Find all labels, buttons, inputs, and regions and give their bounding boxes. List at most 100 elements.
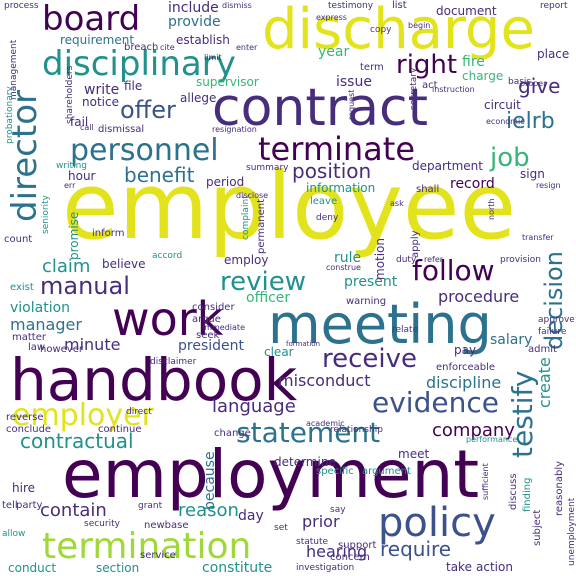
cloud-word-continue: continue [98, 424, 141, 435]
cloud-word-reason: reason [178, 500, 239, 521]
cloud-word-relationship: relationship [330, 425, 383, 435]
cloud-word-leave: leave [310, 196, 337, 207]
cloud-word-allow: allow [2, 529, 25, 539]
cloud-word-supervisor: supervisor [196, 75, 259, 89]
cloud-word-position: position [292, 159, 371, 183]
cloud-word-construe: construe [326, 263, 361, 272]
cloud-word-circuit: circuit [484, 98, 521, 112]
cloud-word-action: action [476, 560, 513, 574]
cloud-word-proper: proper [520, 79, 547, 88]
cloud-word-offer: offer [120, 96, 176, 124]
cloud-word-tell: tell [2, 500, 18, 511]
cloud-word-dismissal: dismissal [98, 124, 144, 135]
cloud-word-charge: charge [462, 69, 503, 83]
cloud-word-limit: limit [204, 53, 222, 62]
cloud-word-argument: argument [362, 466, 411, 477]
cloud-word-policy: policy [378, 500, 496, 546]
cloud-word-record: record [450, 176, 495, 192]
cloud-word-meeting: meeting [268, 293, 492, 356]
cloud-word-work: work [112, 292, 224, 346]
cloud-word-direct: direct [126, 407, 152, 417]
cloud-word-fire: fire [462, 54, 485, 70]
cloud-word-provision: provision [500, 255, 541, 265]
cloud-word-complaint: complaint [241, 195, 251, 240]
cloud-word-seek: seek [196, 330, 220, 341]
cloud-word-section: section [96, 561, 139, 575]
cloud-word-information: information [306, 181, 375, 195]
cloud-word-relate: relate [392, 325, 419, 335]
cloud-word-manual: manual [40, 272, 130, 300]
cloud-word-ask: ask [390, 199, 404, 208]
cloud-word-take: take [446, 560, 472, 574]
cloud-word-economic: economic [486, 117, 525, 126]
cloud-word-board: board [42, 0, 140, 39]
cloud-word-provide: provide [168, 14, 221, 30]
cloud-word-review: review [220, 267, 306, 297]
cloud-word-misconduct: misconduct [278, 371, 370, 390]
cloud-word-duty: duty [396, 255, 417, 265]
cloud-word-statement: statement [236, 416, 380, 449]
cloud-word-admit: admit [528, 344, 557, 355]
cloud-word-issue: issue [336, 74, 372, 90]
cloud-word-seniority: seniority [41, 194, 51, 234]
cloud-word-terminate: terminate [258, 130, 415, 168]
cloud-word-transfer: transfer [522, 233, 554, 242]
cloud-word-however: however [40, 344, 84, 355]
cloud-word-report: report [540, 1, 568, 11]
cloud-word-statute: statute [296, 537, 328, 547]
cloud-word-request: request [347, 90, 356, 120]
cloud-word-manager: manager [10, 315, 82, 334]
cloud-word-sign: sign [520, 167, 545, 181]
cloud-word-officer: officer [246, 290, 290, 306]
cloud-word-shall: shall [416, 184, 439, 195]
cloud-word-disclaimer: disclaimer [150, 357, 197, 367]
cloud-word-count: count [4, 234, 32, 245]
cloud-word-claim: claim [42, 256, 90, 277]
cloud-word-testimony: testimony [328, 1, 374, 11]
cloud-word-contract: contract [212, 78, 428, 138]
cloud-word-performance: performance [466, 435, 517, 444]
cloud-word-resign: resign [536, 181, 561, 190]
cloud-word-hire: hire [12, 481, 35, 495]
cloud-word-failure: failure [538, 327, 567, 337]
cloud-word-process: process [4, 1, 39, 11]
cloud-word-probationary: probationary [5, 86, 15, 144]
cloud-word-dismiss: dismiss [222, 1, 252, 10]
cloud-word-basis: basis [508, 77, 531, 87]
cloud-word-summary: summary [246, 163, 289, 173]
cloud-word-discharge: discharge [262, 0, 535, 62]
cloud-word-concern: concern [330, 552, 370, 563]
cloud-word-academic: academic [306, 419, 345, 428]
cloud-word-reverse: reverse [6, 412, 44, 423]
cloud-word-employment: employment [62, 436, 479, 513]
cloud-word-present: present [344, 274, 398, 290]
cloud-word-benefit: benefit [124, 163, 195, 187]
cloud-word-approve: approve [538, 315, 575, 325]
cloud-word-violation: violation [10, 300, 70, 316]
cloud-word-because: because [202, 451, 218, 510]
cloud-word-company: company [432, 420, 515, 441]
cloud-word-rule: rule [334, 250, 361, 266]
cloud-word-decision: decision [540, 251, 568, 350]
cloud-word-north: north [487, 199, 496, 220]
cloud-word-determine: determine [274, 455, 336, 469]
cloud-word-follow: follow [412, 254, 495, 287]
cloud-word-director: director [5, 90, 45, 222]
cloud-word-prior: prior [302, 512, 340, 531]
cloud-word-salary: salary [490, 332, 532, 348]
cloud-word-apply: apply [410, 230, 421, 258]
cloud-word-allege: allege [180, 91, 216, 105]
cloud-word-warning: warning [346, 296, 386, 307]
cloud-word-formation: formation [286, 340, 320, 348]
cloud-word-receive: receive [322, 344, 417, 374]
cloud-word-investigation: investigation [296, 563, 354, 573]
cloud-word-motion: motion [373, 238, 387, 280]
cloud-word-termination: termination [42, 526, 251, 567]
cloud-word-file: file [124, 79, 142, 93]
cloud-word-evidence: evidence [372, 386, 499, 419]
cloud-word-resignation: resignation [212, 125, 257, 134]
cloud-word-inform: inform [92, 228, 124, 239]
cloud-word-unemployment: unemployment [567, 497, 576, 566]
cloud-word-err: err [64, 181, 76, 190]
